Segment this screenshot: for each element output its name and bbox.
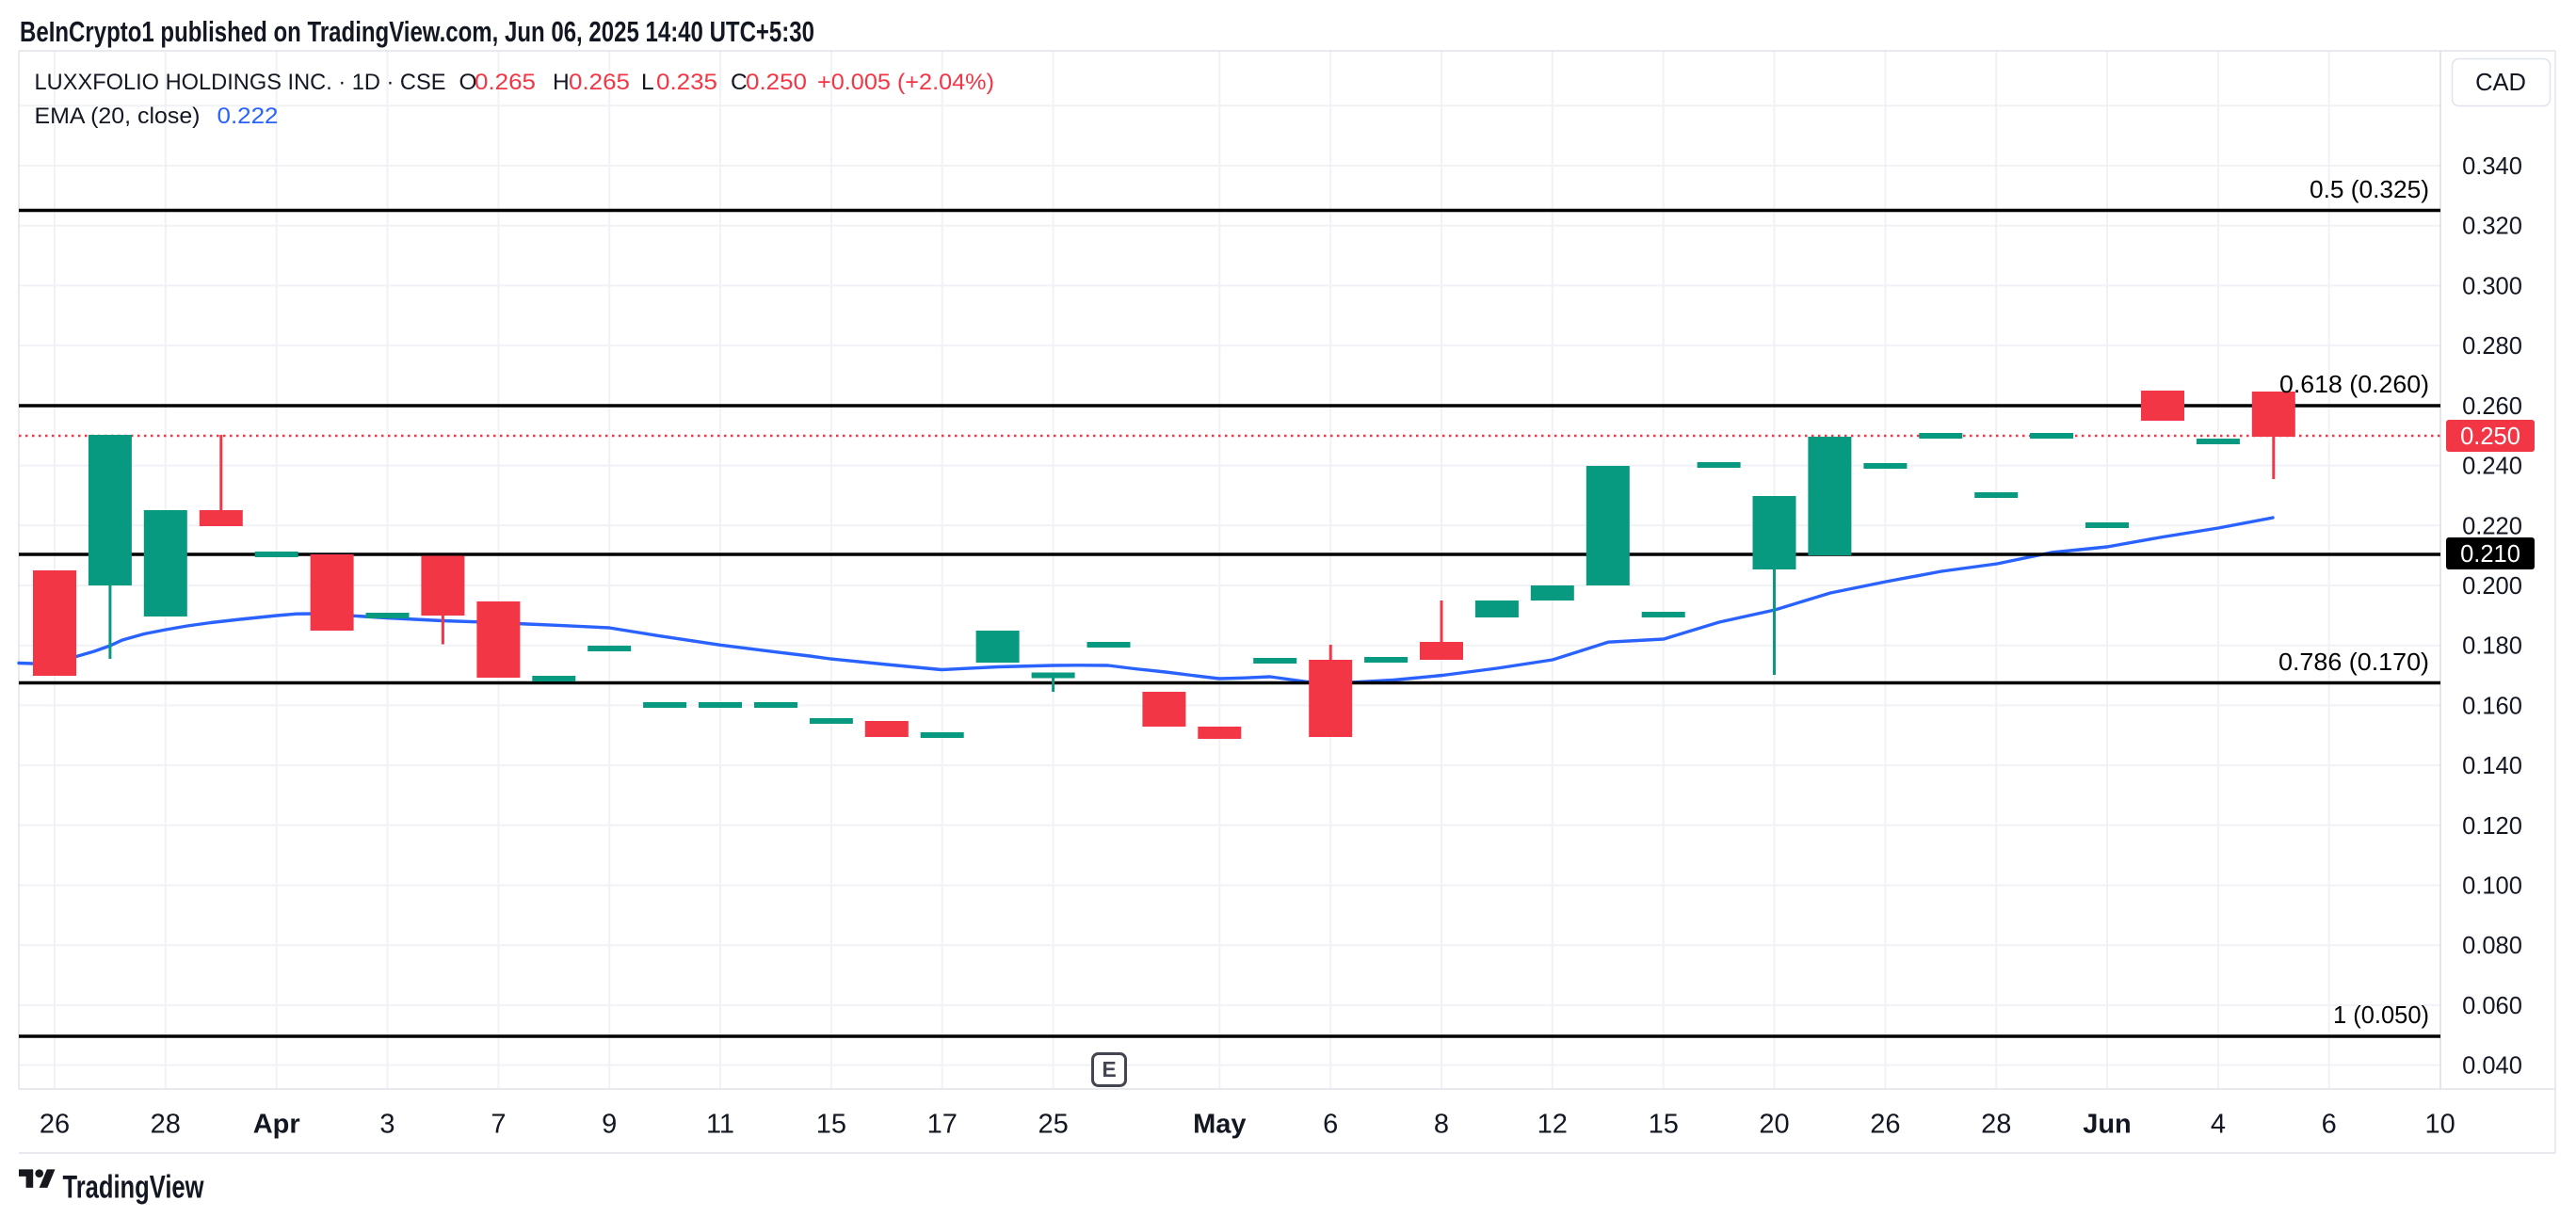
svg-text:0.300: 0.300 — [2462, 273, 2522, 299]
svg-text:BeInCrypto1 published on Tradi: BeInCrypto1 published on TradingView.com… — [20, 15, 814, 48]
svg-text:15: 15 — [816, 1110, 846, 1140]
svg-text:0.260: 0.260 — [2462, 393, 2522, 420]
svg-text:E: E — [1102, 1057, 1116, 1081]
svg-text:10: 10 — [2424, 1110, 2455, 1140]
svg-text:0.060: 0.060 — [2462, 993, 2522, 1019]
svg-text:0.340: 0.340 — [2462, 153, 2522, 180]
svg-text:CAD: CAD — [2475, 70, 2526, 96]
svg-text:TradingView: TradingView — [63, 1170, 204, 1206]
svg-text:Jun: Jun — [2083, 1110, 2132, 1140]
svg-text:0.786 (0.170): 0.786 (0.170) — [2278, 649, 2429, 676]
svg-text:0.120: 0.120 — [2462, 813, 2522, 840]
svg-text:0.210: 0.210 — [2460, 541, 2520, 568]
svg-text:LUXXFOLIO HOLDINGS INC. · 1D ·: LUXXFOLIO HOLDINGS INC. · 1D · CSE — [35, 70, 446, 95]
svg-text:28: 28 — [151, 1110, 181, 1140]
svg-text:0.250: 0.250 — [746, 70, 807, 95]
svg-text:0.618 (0.260): 0.618 (0.260) — [2279, 372, 2429, 398]
svg-text:12: 12 — [1538, 1110, 1568, 1140]
svg-text:0.100: 0.100 — [2462, 873, 2522, 900]
svg-text:0.180: 0.180 — [2462, 633, 2522, 660]
svg-text:0.240: 0.240 — [2462, 454, 2522, 480]
svg-text:7: 7 — [491, 1110, 506, 1140]
svg-text:6: 6 — [1323, 1110, 1338, 1140]
svg-text:0.250: 0.250 — [2460, 424, 2520, 450]
svg-text:0.222: 0.222 — [217, 104, 279, 129]
svg-text:3: 3 — [379, 1110, 394, 1140]
svg-text:+0.005 (+2.04%): +0.005 (+2.04%) — [817, 70, 994, 95]
svg-text:9: 9 — [602, 1110, 617, 1140]
svg-text:0.140: 0.140 — [2462, 753, 2522, 779]
svg-text:15: 15 — [1649, 1110, 1679, 1140]
svg-text:Apr: Apr — [253, 1110, 300, 1140]
svg-text:0.5 (0.325): 0.5 (0.325) — [2310, 177, 2429, 203]
svg-text:26: 26 — [1870, 1110, 1900, 1140]
svg-text:0.220: 0.220 — [2462, 513, 2522, 539]
svg-text:1 (0.050): 1 (0.050) — [2333, 1002, 2429, 1029]
svg-text:0.080: 0.080 — [2462, 933, 2522, 959]
svg-text:25: 25 — [1038, 1110, 1068, 1140]
svg-text:8: 8 — [1434, 1110, 1449, 1140]
svg-text:26: 26 — [40, 1110, 70, 1140]
svg-text:0.320: 0.320 — [2462, 214, 2522, 240]
svg-text:0.040: 0.040 — [2462, 1053, 2522, 1080]
svg-text:6: 6 — [2322, 1110, 2337, 1140]
svg-text:0.265: 0.265 — [569, 70, 630, 95]
svg-text:0.265: 0.265 — [475, 70, 536, 95]
svg-text:0.280: 0.280 — [2462, 333, 2522, 360]
svg-text:0.235: 0.235 — [656, 70, 717, 95]
svg-text:28: 28 — [1981, 1110, 2011, 1140]
svg-text:May: May — [1193, 1110, 1246, 1140]
svg-text:0.160: 0.160 — [2462, 693, 2522, 719]
svg-text:EMA (20, close): EMA (20, close) — [35, 104, 201, 129]
svg-text:11: 11 — [706, 1110, 734, 1140]
svg-text:0.200: 0.200 — [2462, 573, 2522, 600]
svg-text:20: 20 — [1759, 1110, 1789, 1140]
svg-text:17: 17 — [927, 1110, 958, 1140]
svg-text:4: 4 — [2211, 1110, 2226, 1140]
